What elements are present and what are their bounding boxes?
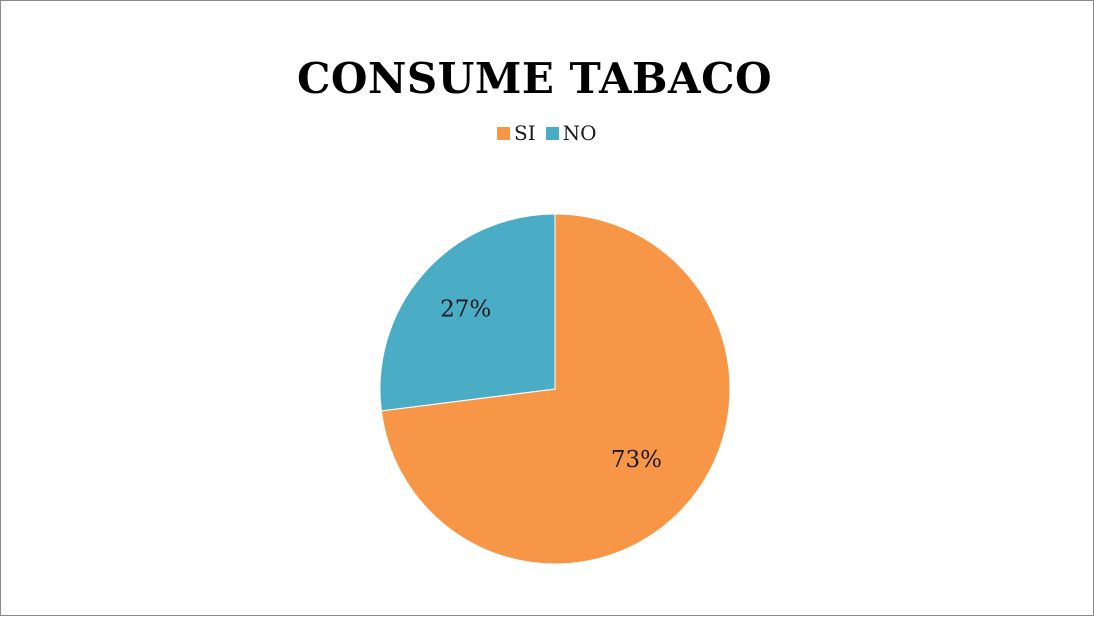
data-label-no: 27% (440, 296, 491, 322)
pie-slice-no (379, 213, 556, 412)
legend-swatch-si (497, 126, 510, 140)
legend-label-si: SI (514, 121, 536, 145)
pie-slice-si (380, 213, 731, 565)
data-label-si: 73% (611, 447, 662, 473)
legend: SI NO (497, 121, 607, 145)
chart-title: CONSUME TABACO (297, 54, 773, 103)
legend-label-no: NO (562, 121, 597, 145)
legend-swatch-no (545, 126, 559, 140)
legend-item-si: SI (497, 121, 536, 145)
legend-item-no: NO (545, 121, 597, 145)
